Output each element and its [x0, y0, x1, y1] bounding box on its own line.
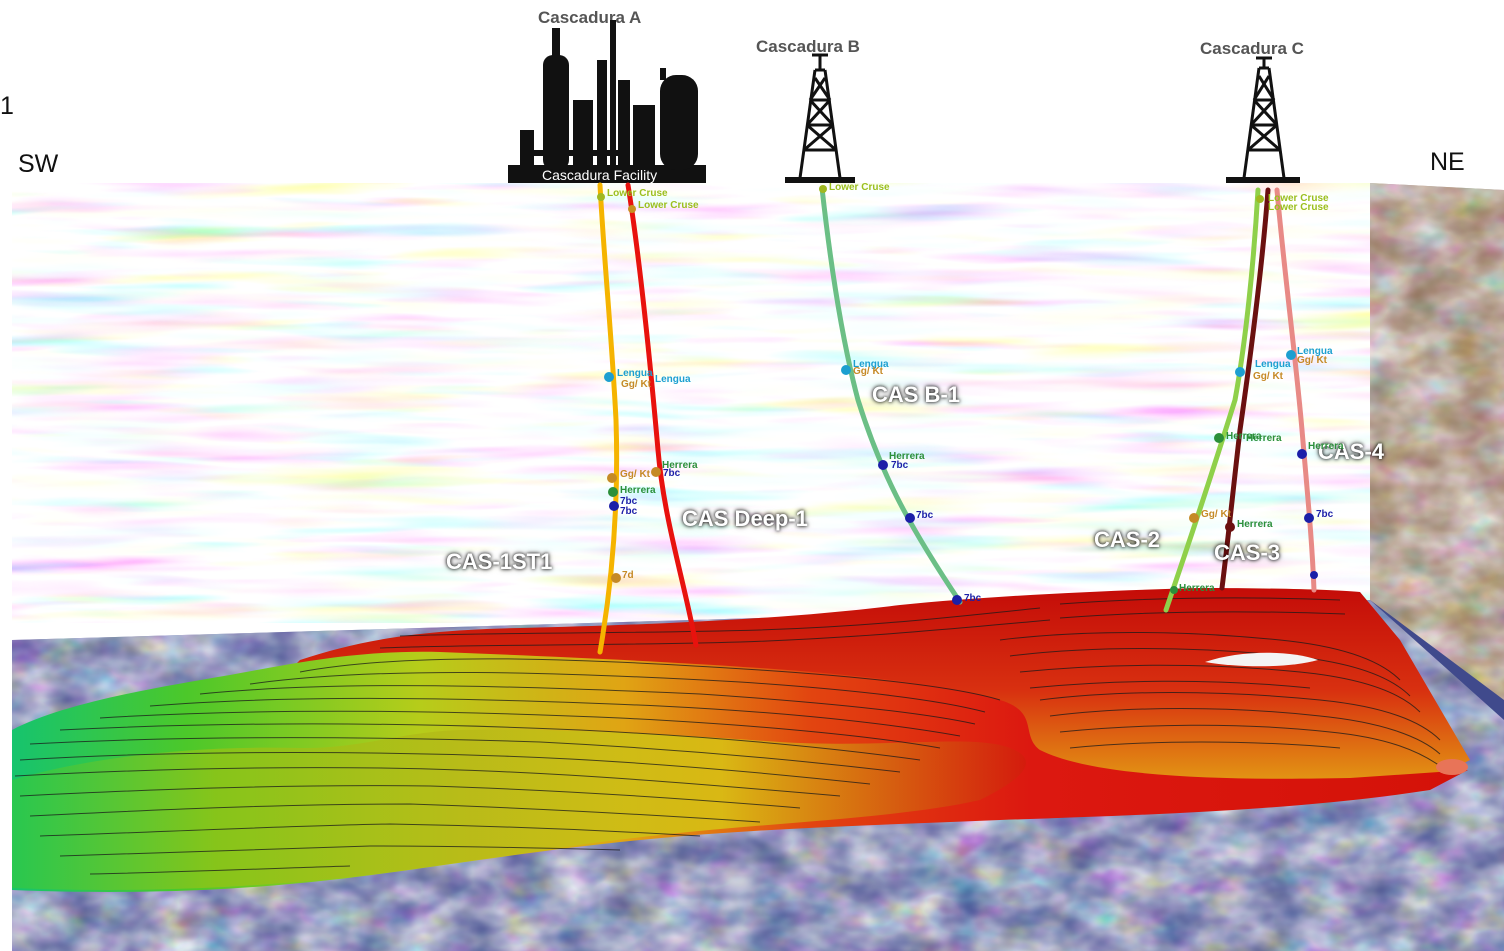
well-label-cas-4: CAS-4: [1318, 439, 1385, 464]
facility-title-cascadura-c: Cascadura C: [1200, 39, 1304, 58]
well-path-cas-1st1: [597, 182, 620, 655]
formation-marker-dots: [597, 185, 1318, 605]
facility-title-cascadura-b: Cascadura B: [756, 37, 860, 56]
well-path-cas-b-1: [819, 185, 963, 605]
marker-herrera: Herrera: [1246, 433, 1282, 444]
well-label-cas-2: CAS-2: [1094, 527, 1161, 552]
marker-7bc: 7bc: [620, 506, 638, 517]
marker-lower-cruse: Lower Cruse: [829, 182, 890, 193]
well-label-cas-b-1: CAS B-1: [872, 382, 961, 407]
marker-7bc: 7bc: [891, 460, 909, 471]
marker-herrera: Herrera: [620, 485, 656, 496]
facility-plate-label: Cascadura Facility: [542, 167, 658, 183]
contour-lines: [14, 597, 1441, 875]
marker-herrera: Herrera: [1308, 441, 1344, 452]
well-path-cas-2: [1163, 187, 1261, 613]
marker-7d: 7d: [622, 570, 634, 581]
marker-lower-cruse: Lower Cruse: [638, 200, 699, 211]
marker-lengua: Lengua: [655, 374, 691, 385]
marker-herrera: Herrera: [1179, 583, 1215, 594]
well-label-cas-1st1: CAS-1ST1: [446, 549, 553, 574]
marker-ggkt: Gg/ Kt: [1201, 509, 1231, 520]
marker-ggkt: Gg/ Kt: [621, 379, 651, 390]
marker-herrera: Herrera: [662, 460, 698, 471]
marker-7bc: 7bc: [964, 593, 982, 604]
marker-ggkt: Gg/ Kt: [620, 469, 650, 480]
marker-herrera: Herrera: [1226, 431, 1262, 442]
direction-label-sw: SW: [18, 150, 59, 178]
marker-lengua: Lengua: [1255, 359, 1291, 370]
marker-ggkt: Gg/ Kt: [853, 366, 883, 377]
marker-lengua: Lengua: [853, 359, 889, 370]
marker-lower-cruse: Lower Cruse: [607, 188, 668, 199]
marker-lengua: Lengua: [1297, 346, 1333, 357]
direction-label-ne: NE: [1430, 148, 1465, 176]
surface-gap: [1205, 652, 1318, 667]
marker-ggkt: Gg/ Kt: [1253, 371, 1283, 382]
marker-lengua: Lengua: [617, 368, 653, 379]
well-label-cas-3: CAS-3: [1214, 540, 1281, 565]
marker-7bc: 7bc: [620, 496, 638, 507]
surface-edge-knob: [1436, 759, 1468, 775]
well-path-cas-3: [1219, 187, 1271, 591]
marker-7bc: 7bc: [916, 510, 934, 521]
marker-lower-cruse: Lower Cruse: [1268, 193, 1329, 204]
horizon-surface-front: [12, 729, 1026, 890]
marker-herrera: Herrera: [1237, 519, 1273, 530]
well-path-cas-deep-1: [625, 182, 699, 648]
well-label-cas-deep-1: CAS Deep-1: [682, 506, 808, 531]
seismic-back-panel: [12, 183, 1370, 623]
corner-fragment-text: 1: [0, 92, 14, 120]
well-path-cas-4: [1274, 187, 1317, 593]
processing-facility-icon: [508, 20, 706, 183]
marker-7bc: 7bc: [663, 468, 681, 479]
marker-herrera: Herrera: [889, 451, 925, 462]
marker-ggkt: Gg/ Kt: [1297, 355, 1327, 366]
drilling-rig-icon-c: [1226, 56, 1300, 183]
marker-7bc: 7bc: [1316, 509, 1334, 520]
marker-lower-cruse: Lower Cruse: [1268, 202, 1329, 213]
drilling-rig-icon-b: [785, 53, 855, 183]
